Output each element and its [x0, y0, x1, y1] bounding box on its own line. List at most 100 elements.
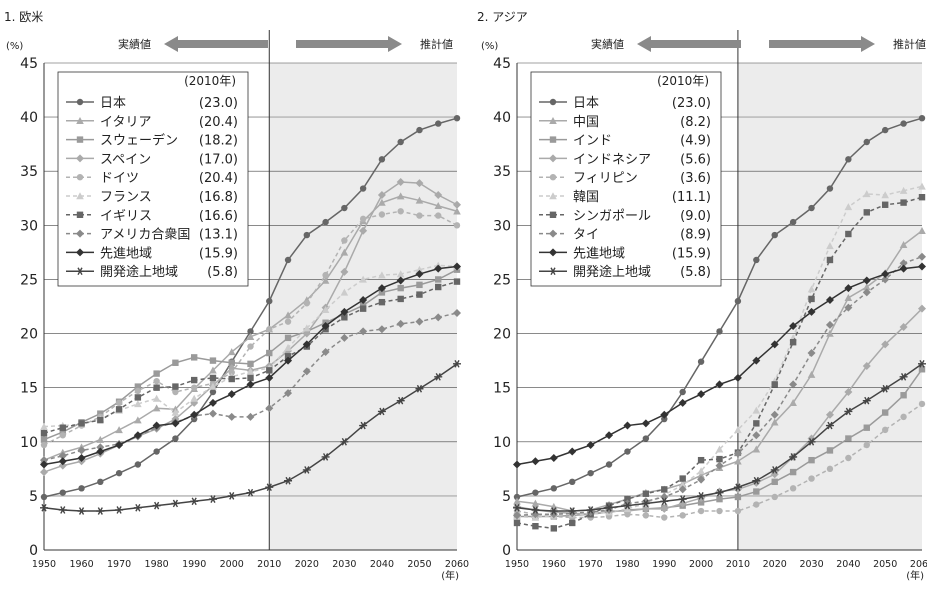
data-point — [753, 256, 760, 264]
legend-swatch-marker — [549, 267, 557, 276]
data-point — [359, 215, 367, 223]
x-tick-label: 2020 — [763, 559, 787, 570]
data-point — [396, 276, 405, 285]
legend-label: インド — [573, 134, 612, 149]
actual-arrow — [164, 36, 268, 52]
data-point — [321, 321, 330, 330]
data-point — [284, 356, 293, 365]
data-point — [341, 204, 348, 212]
data-point — [623, 501, 632, 510]
y-tick-label: 35 — [20, 164, 38, 180]
data-point — [513, 519, 521, 527]
data-point — [642, 435, 650, 442]
data-point — [40, 468, 48, 477]
legend-label: アメリカ合衆国 — [100, 227, 190, 243]
data-point — [881, 409, 889, 416]
data-point — [153, 448, 160, 455]
data-point — [918, 366, 926, 373]
x-tick-label: 1950 — [32, 559, 56, 570]
data-point — [716, 495, 723, 503]
data-point — [733, 483, 742, 492]
legend-label: スペイン — [100, 152, 151, 167]
data-point — [918, 193, 926, 201]
data-point — [303, 231, 311, 239]
data-point — [899, 259, 908, 268]
data-point — [453, 207, 461, 215]
data-point — [397, 208, 404, 215]
data-point — [532, 489, 539, 496]
data-point — [697, 467, 705, 475]
data-point — [899, 264, 908, 273]
data-point — [208, 495, 217, 503]
chart-panel-1: 0 5 10 15 20 25 30 35 40 45 1950 1960 1970 1980 1990 20… — [4, 10, 469, 582]
data-point — [789, 468, 797, 476]
data-point — [453, 114, 461, 122]
data-point — [415, 270, 424, 279]
data-point — [247, 343, 254, 350]
data-point — [340, 333, 349, 342]
data-point — [284, 334, 292, 342]
data-point — [752, 356, 761, 365]
y-tick-label: 0 — [502, 543, 511, 559]
data-point — [396, 178, 405, 187]
y-tick-label: 35 — [493, 164, 511, 180]
legend-value: (5.8) — [680, 265, 711, 280]
data-point — [825, 296, 834, 305]
legend-value: (23.0) — [672, 96, 711, 111]
data-point — [753, 420, 760, 427]
data-point — [733, 449, 742, 458]
data-point — [265, 373, 274, 382]
data-point — [302, 340, 311, 349]
legend-title: (2010年) — [657, 74, 709, 88]
data-point — [826, 447, 834, 454]
data-point — [359, 327, 368, 336]
legend-label: 韓国 — [573, 190, 599, 205]
data-point — [845, 454, 852, 462]
data-point — [453, 308, 461, 317]
data-point — [900, 199, 907, 206]
legend-value: (23.0) — [199, 96, 238, 111]
data-point — [284, 476, 293, 485]
data-point — [96, 447, 105, 456]
data-point — [605, 502, 613, 509]
data-point — [396, 396, 405, 405]
data-point — [396, 319, 405, 328]
data-point — [59, 424, 66, 431]
data-point — [190, 497, 199, 506]
data-point — [661, 486, 668, 493]
legend-value: (18.2) — [199, 134, 238, 149]
data-point — [134, 400, 142, 408]
data-point — [171, 419, 180, 428]
data-point — [679, 475, 686, 482]
y-tick-label: 10 — [493, 435, 511, 451]
data-point — [453, 222, 461, 229]
y-tick-label: 25 — [20, 272, 38, 288]
data-point — [752, 431, 761, 440]
legend-swatch-marker — [76, 117, 84, 124]
data-point — [771, 381, 778, 388]
data-point — [171, 499, 180, 508]
data-point — [697, 390, 706, 399]
data-point — [918, 182, 926, 190]
data-point — [396, 270, 405, 278]
legend-swatch-marker — [76, 98, 84, 106]
data-point — [434, 373, 443, 381]
data-point — [900, 413, 907, 421]
data-point — [808, 456, 815, 464]
x-tick-label: 1970 — [107, 559, 131, 570]
y-tick-label: 0 — [29, 543, 38, 559]
data-point — [190, 394, 198, 402]
data-point — [550, 525, 558, 532]
series-1 — [513, 114, 926, 501]
data-point — [862, 288, 871, 297]
data-point — [734, 507, 742, 515]
y-tick-label: 45 — [20, 56, 38, 72]
data-point — [586, 441, 595, 450]
data-point — [899, 241, 908, 249]
data-point — [434, 264, 443, 273]
data-point — [844, 284, 853, 293]
data-point — [303, 300, 311, 307]
data-point — [752, 445, 761, 453]
data-point — [227, 348, 236, 356]
chart-panel-2: 0 5 10 15 20 25 30 35 40 45 1950 1960 1970 1980 1990 20… — [477, 10, 927, 582]
